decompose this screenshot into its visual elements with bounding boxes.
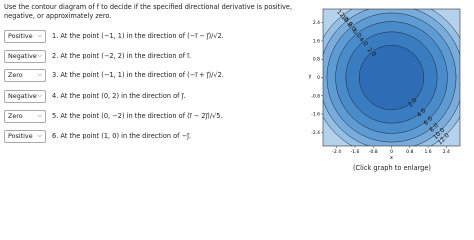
chevron: ⌵ [37,92,42,99]
chevron: ⌵ [37,32,42,39]
question-text: 4. At the point (0, 2) in the direction … [52,92,186,100]
selected-answer: Positive [8,132,33,140]
contour-label: 2.0 [366,46,378,58]
question-row: Negative ⌵ 2. At the point (−2, 2) in the … [4,49,191,63]
instructions: Use the contour diagram of f to decide i… [4,3,293,20]
x-tick-label: -1.6 [351,149,360,155]
contour-label: 6.0 [423,115,435,127]
y-tick-label: 1.6 [313,38,320,44]
contour-label: 8.0 [428,122,440,134]
chevron: ⌵ [37,132,42,139]
question-text: 6. At the point (1, 0) in the direction … [52,132,192,140]
contour-label: 2.0 [407,97,419,109]
question-text: 3. At the point (−1, 1) in the direction… [52,71,224,79]
y-tick-label: 0 [317,75,320,81]
selected-answer: Zero [8,112,23,120]
selected-answer: Positive [8,32,33,40]
contour-fill: 2.02.04.04.06.06.08.08.010.010.012.012.0 [323,9,460,146]
contour-label: 4.0 [416,107,428,119]
question-row: Negative ⌵ 4. At the point (0, 2) in the d… [4,89,186,103]
question-text: 2. At the point (−2, 2) in the direction… [52,52,192,60]
contour-graph[interactable]: 2.02.04.04.06.06.08.08.010.010.012.012.0… [300,0,474,177]
x-tick-label: -0.8 [369,149,378,155]
question-row: Positive ⌵ 6. At the point (1, 0) in the d… [4,129,191,143]
y-axis-label: y [309,74,312,80]
question-text: 1. At the point (−1, 1) in the direction… [52,32,224,40]
x-tick-label: 0.8 [406,149,413,155]
answer-select[interactable]: Zero ⌵ [4,68,46,82]
selected-answer: Negative [8,52,37,60]
answer-select[interactable]: Zero ⌵ [4,109,46,123]
answer-select[interactable]: Negative ⌵ [4,49,46,63]
y-tick-label: -1.6 [311,112,320,118]
x-axis-label: x [390,155,393,161]
x-tick-label: 1.6 [424,149,431,155]
selected-answer: Negative [8,92,37,100]
contour-label: 8.0 [346,21,358,33]
x-tick-label: -2.4 [332,149,341,155]
chevron: ⌵ [37,112,42,119]
contour-band [358,44,425,111]
y-tick-label: -0.8 [311,93,320,99]
page: Use the contour diagram of f to decide i… [4,0,474,177]
question-row: Zero ⌵ 3. At the point (−1, 1) in the dire… [4,68,224,82]
x-tick-label: 2.4 [443,149,450,155]
question-text: 5. At the point (0, −2) in the direction… [52,112,223,120]
selected-answer: Zero [8,71,23,79]
caption: (Click graph to enlarge) [353,164,431,172]
contour-label: 6.0 [351,28,363,40]
chevron: ⌵ [37,52,42,59]
x-tick-label: 0 [390,149,393,155]
answer-select[interactable]: Positive ⌵ [4,29,46,43]
question-row: Zero ⌵ 5. At the point (0, −2) in the dire… [4,109,223,123]
y-tick-label: 0.8 [313,57,320,63]
y-tick-label: -2.4 [311,130,320,136]
question-row: Positive ⌵ 1. At the point (−1, 1) in the … [4,29,224,43]
answer-select[interactable]: Negative ⌵ [4,89,46,103]
y-tick-label: 2.4 [313,20,320,26]
chevron: ⌵ [37,71,42,78]
answer-select[interactable]: Positive ⌵ [4,129,46,143]
contour-label: 4.0 [357,36,369,48]
